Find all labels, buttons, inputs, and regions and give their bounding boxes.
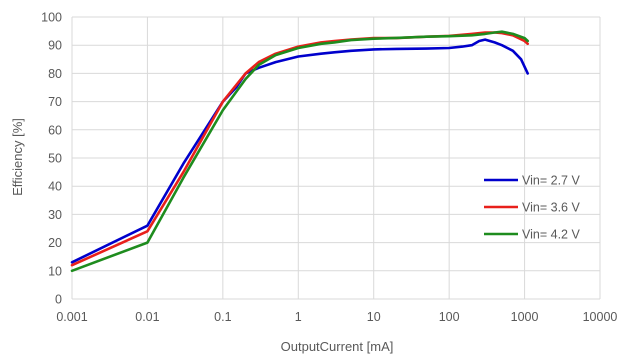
x-tick-label: 100 — [439, 310, 460, 324]
y-tick-label: 0 — [55, 293, 62, 307]
legend-label-2: Vin= 3.6 V — [522, 201, 580, 215]
y-tick-label: 100 — [41, 11, 62, 25]
series-line-3 — [70, 30, 530, 273]
y-tick-label: 40 — [48, 180, 62, 194]
y-axis-title: Efficiency [%] — [10, 118, 25, 196]
axis-layer: 0 10 20 30 40 50 60 70 80 90 100 0.001 0.01 0.1 1 10 100… — [41, 11, 617, 325]
y-tick-label: 50 — [48, 152, 62, 166]
x-tick-label: 0.01 — [135, 310, 159, 324]
x-tick-label: 0.001 — [56, 310, 87, 324]
x-tick-label: 0.1 — [214, 310, 231, 324]
x-tick-label: 10 — [367, 310, 381, 324]
series-layer — [70, 30, 530, 273]
legend: Vin= 2.7 V Vin= 3.6 V Vin= 4.2 V — [484, 174, 580, 242]
x-tick-label: 1 — [295, 310, 302, 324]
y-tick-label: 60 — [48, 123, 62, 137]
x-axis-title: OutputCurrent [mA] — [281, 339, 394, 354]
y-tick-label: 80 — [48, 67, 62, 81]
x-tick-label: 10000 — [583, 310, 618, 324]
grid-layer — [71, 16, 601, 300]
y-tick-label: 10 — [48, 264, 62, 278]
x-tick-label: 1000 — [511, 310, 539, 324]
legend-label-3: Vin= 4.2 V — [522, 228, 580, 242]
series-line-1 — [70, 38, 530, 264]
y-tick-label: 70 — [48, 95, 62, 109]
y-tick-label: 90 — [48, 39, 62, 53]
legend-label-1: Vin= 2.7 V — [522, 174, 580, 188]
y-tick-label: 30 — [48, 208, 62, 222]
y-tick-label: 20 — [48, 236, 62, 250]
